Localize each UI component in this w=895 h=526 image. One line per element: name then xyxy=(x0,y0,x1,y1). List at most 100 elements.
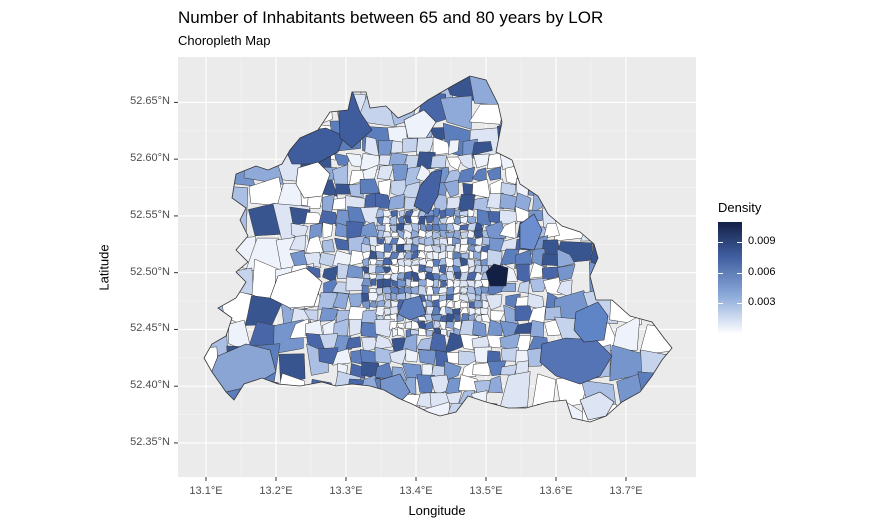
lor-region xyxy=(219,204,248,241)
lor-region xyxy=(667,94,672,128)
lor-region xyxy=(396,251,405,260)
lor-region xyxy=(375,251,384,259)
lor-region xyxy=(663,203,672,240)
lor-region xyxy=(405,348,419,363)
lor-region xyxy=(425,329,433,337)
lor-region xyxy=(415,136,435,155)
lor-region xyxy=(418,349,437,365)
legend-tick-mark xyxy=(718,303,742,305)
lor-region xyxy=(490,310,506,322)
lor-region xyxy=(485,263,509,287)
lor-region xyxy=(460,301,469,309)
lor-region xyxy=(417,285,428,296)
lor-region xyxy=(516,263,530,284)
lor-region xyxy=(445,208,456,218)
lor-region xyxy=(459,279,469,288)
lor-region xyxy=(563,118,583,152)
lor-region xyxy=(318,307,339,322)
lor-region xyxy=(414,401,451,422)
legend-tick-label: 0.009 xyxy=(748,235,776,248)
lor-region xyxy=(440,95,473,130)
lor-region xyxy=(397,326,405,337)
lor-region xyxy=(204,209,223,232)
lor-region xyxy=(497,94,538,133)
lor-region xyxy=(384,223,391,233)
lor-region xyxy=(274,76,308,98)
lor-region xyxy=(402,137,418,153)
lor-region xyxy=(486,166,502,181)
lor-region xyxy=(444,332,464,354)
lor-region xyxy=(646,186,667,206)
x-tick-label: 13.3°E xyxy=(329,485,363,497)
lor-region xyxy=(332,292,349,310)
lor-region xyxy=(581,120,617,155)
lor-region xyxy=(617,175,643,213)
lor-region xyxy=(637,123,672,160)
lor-region xyxy=(443,179,459,198)
lor-region xyxy=(473,300,482,308)
lor-region xyxy=(390,258,398,265)
lor-region xyxy=(429,332,448,353)
lor-region xyxy=(321,239,335,253)
lor-region xyxy=(536,403,558,422)
lor-region xyxy=(609,76,647,98)
lor-region xyxy=(439,210,447,219)
lor-region xyxy=(636,294,672,319)
lor-region xyxy=(639,402,672,422)
lor-regions xyxy=(203,75,704,423)
lor-region xyxy=(663,261,672,295)
lor-region xyxy=(404,196,418,210)
lor-region xyxy=(473,250,482,261)
lor-region xyxy=(347,206,366,227)
lor-region xyxy=(524,76,556,92)
lor-region xyxy=(499,209,520,225)
x-tick-label: 13.6°E xyxy=(539,485,573,497)
lor-region xyxy=(552,175,593,212)
lor-region xyxy=(403,251,414,261)
lor-region xyxy=(370,278,377,286)
lor-region xyxy=(245,76,286,105)
lor-region xyxy=(467,208,475,220)
lor-region xyxy=(534,98,557,130)
lor-region xyxy=(360,221,380,239)
lor-region xyxy=(331,281,350,294)
lor-region xyxy=(581,177,622,217)
lor-region xyxy=(397,295,427,321)
lor-region xyxy=(415,336,435,351)
lor-region xyxy=(424,313,433,322)
lor-region xyxy=(542,277,562,295)
lor-region xyxy=(302,400,340,422)
lor-region xyxy=(474,236,484,247)
y-tick-label: 52.60°N xyxy=(130,152,170,165)
lor-region xyxy=(471,141,493,156)
lor-region xyxy=(615,128,646,160)
lor-region xyxy=(425,215,435,224)
lor-region xyxy=(471,390,488,408)
region-cells xyxy=(204,76,704,422)
lor-region xyxy=(579,391,615,421)
lor-region xyxy=(666,182,672,211)
lor-region xyxy=(416,316,428,322)
lor-region xyxy=(305,235,325,255)
lor-region xyxy=(383,243,393,254)
lor-region xyxy=(295,161,331,199)
legend-tick-label: 0.006 xyxy=(748,265,776,278)
lor-region xyxy=(375,260,385,266)
lor-region xyxy=(269,267,323,309)
lor-region xyxy=(223,399,256,422)
lor-region xyxy=(525,124,565,149)
lor-region xyxy=(348,319,362,337)
lor-region xyxy=(303,251,322,268)
lor-region xyxy=(673,324,704,355)
lor-region xyxy=(331,370,364,408)
lor-region xyxy=(452,285,461,295)
city-boundary xyxy=(203,75,673,423)
lor-region xyxy=(459,215,470,225)
lor-region xyxy=(332,400,366,422)
lor-region xyxy=(611,315,641,351)
legend-tick-mark xyxy=(718,272,742,274)
lor-region xyxy=(368,250,378,260)
lor-region xyxy=(382,286,393,296)
lor-region xyxy=(637,260,672,300)
y-tick-label: 52.35°N xyxy=(130,435,170,448)
